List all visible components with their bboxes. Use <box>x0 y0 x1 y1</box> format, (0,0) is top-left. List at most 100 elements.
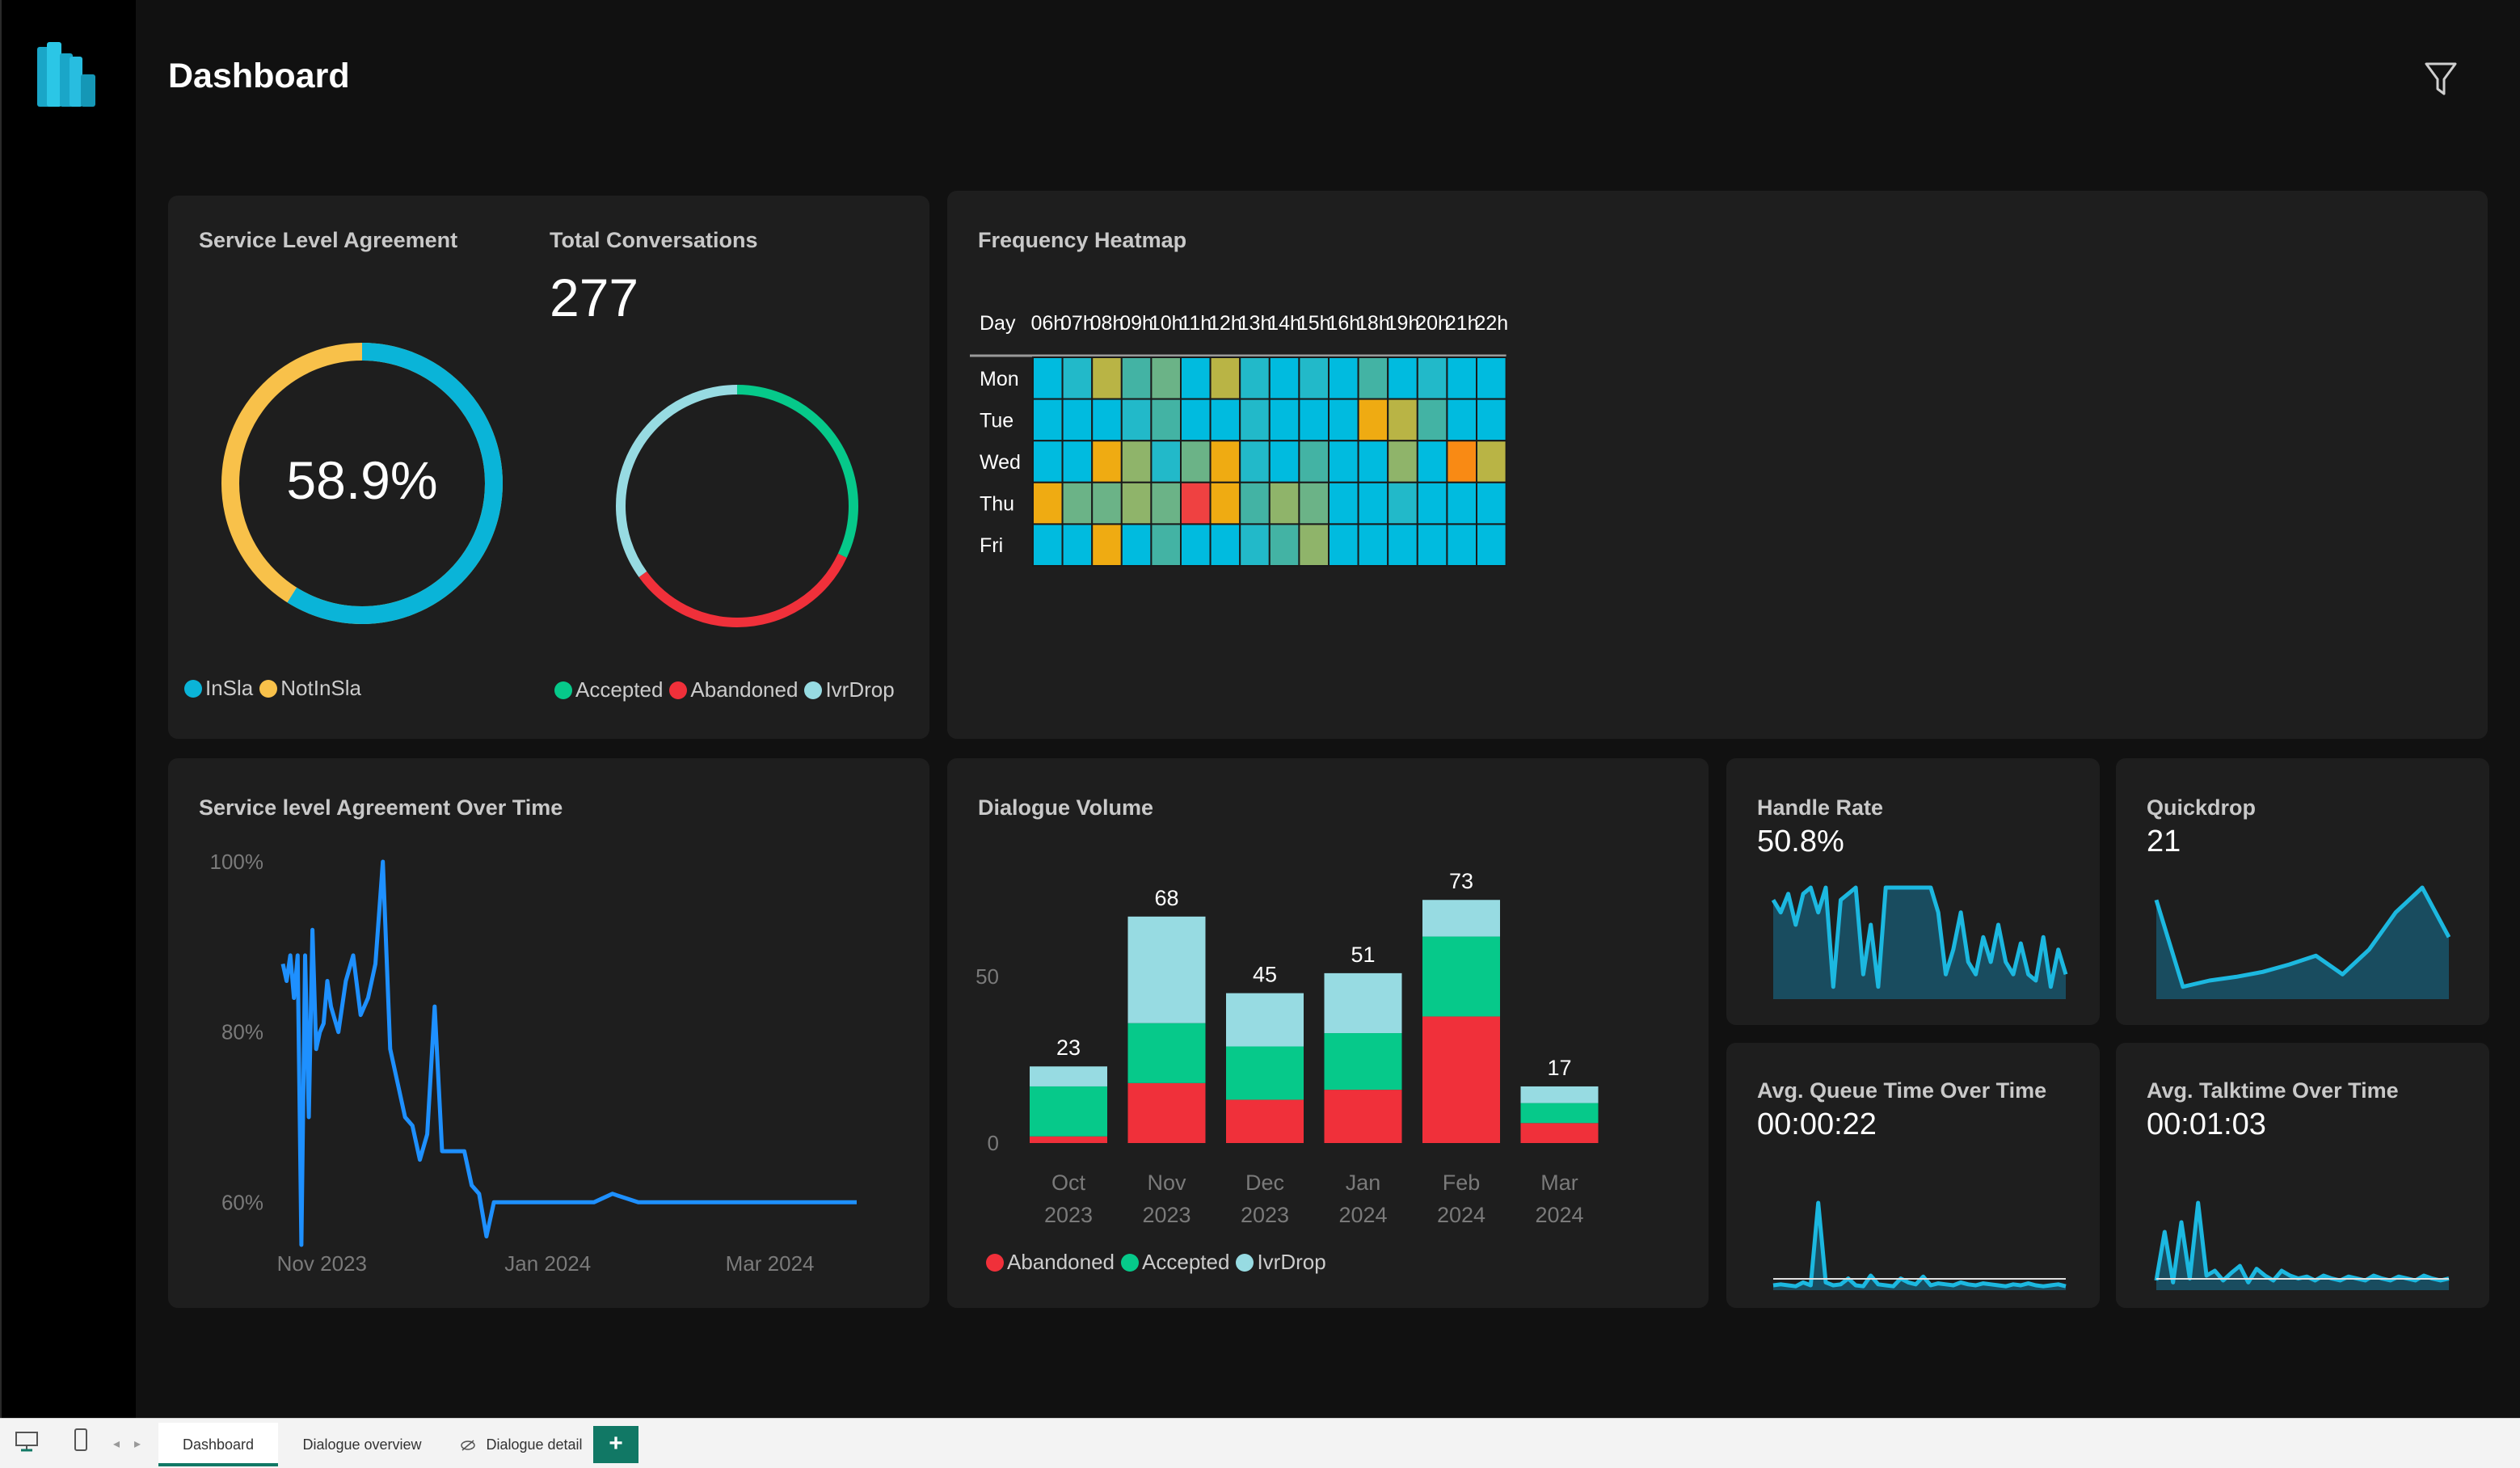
tab-dialogue-detail[interactable]: Dialogue detail <box>486 1436 583 1453</box>
heatmap-cell <box>1061 356 1094 400</box>
heatmap-cell <box>1239 523 1271 567</box>
heatmap-cell <box>1357 481 1389 525</box>
talk-time-title: Avg. Talktime Over Time <box>2147 1078 2399 1103</box>
heatmap-cell <box>1328 440 1359 483</box>
dialogue-volume-chart: 0 50 23 Oct 2023 68 Nov 2023 45 Dec 2023 51 Jan 2024 7… <box>976 869 1599 1227</box>
heatmap-cell <box>1387 481 1418 525</box>
x-tick-label-year: 2024 <box>1338 1203 1387 1227</box>
sla-over-time-card <box>168 758 929 1308</box>
legend-item-insla: InSla <box>184 676 253 701</box>
heatmap-day-label: Thu <box>980 493 1014 516</box>
heatmap-cell <box>1357 523 1389 567</box>
talk-time-sparkline <box>2154 1200 2450 1290</box>
heatmap-cell <box>1416 481 1448 525</box>
heatmap-cell <box>1061 398 1094 442</box>
heatmap-cell <box>1446 523 1478 567</box>
heatmap-cell <box>1446 398 1478 442</box>
x-tick-label-year: 2024 <box>1535 1203 1583 1227</box>
mobile-view-icon[interactable] <box>73 1428 89 1457</box>
heatmap-cell <box>1446 440 1478 483</box>
heatmap-cell <box>1150 440 1182 483</box>
dialogue-volume-legend: Abandoned Accepted IvrDrop <box>986 1250 1333 1275</box>
heatmap-hour-label: 13h <box>1238 312 1272 335</box>
heatmap-cell <box>1032 440 1064 483</box>
legend-item-abandoned: Abandoned <box>986 1250 1115 1275</box>
heatmap-cell <box>1209 398 1241 442</box>
bar-segment-accepted <box>1127 1023 1206 1083</box>
dialogue-volume-title: Dialogue Volume <box>978 795 1154 820</box>
heatmap-cell <box>1239 440 1271 483</box>
desktop-view-icon[interactable] <box>15 1431 39 1456</box>
heatmap-cell <box>1446 356 1478 400</box>
heatmap-cell <box>1239 481 1271 525</box>
sla-donut <box>221 343 503 624</box>
heatmap-cell <box>1268 356 1300 400</box>
bar-segment-ivrdrop <box>1127 916 1206 1023</box>
bar-segment-accepted <box>1030 1086 1107 1137</box>
x-tick-label: Jan <box>1346 1171 1381 1195</box>
quickdrop-sparkline <box>2154 885 2451 999</box>
queue-time-card <box>1726 1043 2100 1308</box>
heatmap-cell <box>1298 481 1330 525</box>
heatmap-cell <box>1298 440 1330 483</box>
heatmap-cell <box>1120 356 1153 400</box>
heatmap-cell <box>1416 356 1448 400</box>
heatmap-day-label: Tue <box>980 409 1013 432</box>
heatmap-cell <box>1032 398 1064 442</box>
legend-item-ivrdrop: IvrDrop <box>1236 1250 1326 1275</box>
heatmap-cell <box>1476 523 1507 567</box>
heatmap-title: Frequency Heatmap <box>978 228 1187 252</box>
tab-scroll-right-icon[interactable]: ▸ <box>134 1437 141 1451</box>
bar-total-label: 51 <box>1351 943 1375 967</box>
heatmap-day-label: Mon <box>980 368 1019 390</box>
heatmap-cell <box>1150 481 1182 525</box>
heatmap-hour-label: 12h <box>1208 312 1242 335</box>
quickdrop-value: 21 <box>2147 825 2181 858</box>
heatmap-cell <box>1357 356 1389 400</box>
sla-over-time-title: Service level Agreement Over Time <box>199 795 563 820</box>
tab-scroll-left-icon[interactable]: ◂ <box>113 1437 120 1451</box>
tab-dashboard[interactable]: Dashboard <box>158 1423 278 1466</box>
add-page-button[interactable]: + <box>593 1426 638 1463</box>
heatmap-hour-label: 11h <box>1179 312 1212 335</box>
heatmap-cell <box>1091 356 1123 400</box>
heatmap-cell <box>1091 398 1123 442</box>
heatmap-cell <box>1180 398 1212 442</box>
heatmap-cell <box>1328 481 1359 525</box>
bar-total-label: 23 <box>1056 1036 1081 1060</box>
x-tick-label: Feb <box>1443 1171 1481 1195</box>
heatmap-hour-label: 20h <box>1415 312 1449 335</box>
heatmap-cell <box>1416 440 1448 483</box>
y-tick-label: 50 <box>976 964 999 989</box>
bar-segment-ivrdrop <box>1422 900 1500 937</box>
y-tick-label: 80% <box>221 1020 263 1044</box>
heatmap-cell <box>1209 523 1241 567</box>
tab-dialogue-overview[interactable]: Dialogue overview <box>302 1436 422 1453</box>
heatmap-day-label: Fri <box>980 534 1003 557</box>
bar-segment-abandoned <box>1127 1082 1206 1143</box>
y-tick-label: 100% <box>210 850 264 874</box>
heatmap-cell <box>1061 481 1094 525</box>
conversations-donut-ivrdrop <box>616 385 858 627</box>
heatmap-cell <box>1061 440 1094 483</box>
x-tick-label-year: 2023 <box>1044 1203 1093 1227</box>
heatmap-cell <box>1150 398 1182 442</box>
bar-segment-abandoned <box>1324 1090 1402 1143</box>
conversations-donut <box>616 385 858 627</box>
bar-segment-abandoned <box>1422 1016 1500 1143</box>
heatmap-cell <box>1150 523 1182 567</box>
heatmap-cell <box>1268 398 1300 442</box>
heatmap-cell <box>1476 440 1507 483</box>
bar-segment-abandoned <box>1226 1099 1304 1143</box>
sparkline-line <box>1771 885 2068 989</box>
heatmap-cell <box>1476 481 1507 525</box>
quickdrop-title: Quickdrop <box>2147 795 2257 820</box>
bar-segment-ivrdrop <box>1030 1066 1107 1086</box>
heatmap-cell <box>1357 440 1389 483</box>
heatmap-cell <box>1446 481 1478 525</box>
bar-segment-ivrdrop <box>1226 993 1304 1047</box>
heatmap-cell <box>1180 440 1212 483</box>
filter-icon[interactable] <box>2423 60 2459 99</box>
heatmap-cell <box>1120 523 1153 567</box>
conversations-donut-abandoned <box>616 385 858 627</box>
